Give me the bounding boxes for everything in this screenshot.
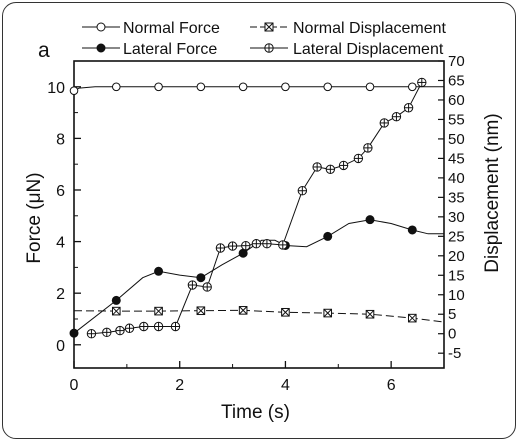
x-axis-label: Time (s) <box>221 402 290 423</box>
lateral-displacement-point <box>312 162 322 172</box>
y-axis-right-label: Displacement (nm) <box>482 113 503 272</box>
normal-force-point <box>154 82 163 92</box>
normal-displacement-point <box>407 313 417 323</box>
lateral-displacement-point <box>187 280 198 290</box>
lateral-displacement-point <box>297 186 308 196</box>
y-right-tick-label: 40 <box>448 170 465 187</box>
legend-lateral-displacement-label: Lateral Displacement <box>293 41 444 58</box>
y-right-tick-label: 15 <box>448 267 465 284</box>
x-tick-label: 0 <box>70 377 79 394</box>
legend-normal-displacement-label: Normal Displacement <box>293 20 446 37</box>
lateral-displacement-point <box>403 103 414 113</box>
legend-lateral-force-marker <box>96 43 106 53</box>
normal-displacement-point <box>196 306 206 316</box>
legend-normal-force-label: Normal Force <box>123 20 220 37</box>
lateral-displacement-point <box>153 321 164 332</box>
plot-area: 0 2 4 60246810-5051015202530354045505560657… <box>47 53 464 394</box>
x-tick-label: 6 <box>387 377 396 394</box>
figure-frame <box>2 2 516 439</box>
normal-force-point <box>365 82 375 92</box>
lateral-force-point <box>407 225 417 235</box>
y-right-tick-label: 55 <box>448 111 465 128</box>
lateral-displacement-point <box>363 143 373 153</box>
normal-force-line <box>73 86 444 92</box>
normal-force-point <box>69 86 79 95</box>
y-right-tick-label: 70 <box>448 53 465 70</box>
normal-displacement-point <box>281 307 290 317</box>
y-left-tick-label: 4 <box>56 235 65 252</box>
lateral-displacement-point <box>241 240 251 251</box>
y-right-tick-label: 30 <box>448 209 465 226</box>
legend-normal-displacement-marker <box>264 22 274 32</box>
x-tick-label: 4 <box>281 377 290 394</box>
y-right-tick-label: 50 <box>448 131 465 148</box>
y-right-tick-label: 10 <box>448 287 465 304</box>
lateral-force-point <box>323 231 333 241</box>
lateral-displacement-point <box>262 239 272 249</box>
normal-displacement-point <box>154 306 163 316</box>
legend-normal-force-marker <box>96 22 106 32</box>
normal-displacement-point <box>365 309 375 319</box>
y-left-tick-label: 10 <box>47 80 65 97</box>
y-right-tick-label: -5 <box>448 345 461 362</box>
lateral-displacement-line <box>91 82 423 335</box>
lateral-displacement-point <box>353 153 364 164</box>
lateral-displacement-point <box>379 118 389 128</box>
normal-force-point <box>281 82 290 92</box>
y-right-tick-label: 5 <box>448 306 456 323</box>
lateral-displacement-point <box>102 327 112 338</box>
y-left-tick-label: 2 <box>56 286 65 303</box>
normal-force-point <box>238 82 248 92</box>
lateral-force-point <box>111 295 121 305</box>
normal-displacement-point <box>111 306 121 316</box>
y-left-tick-label: 8 <box>56 131 65 148</box>
lateral-displacement-point <box>391 112 402 122</box>
y-right-tick-label: 25 <box>448 228 465 245</box>
y-right-tick-label: 60 <box>448 92 465 109</box>
lateral-displacement-point <box>227 241 238 251</box>
lateral-displacement-point <box>139 321 149 332</box>
y-left-tick-label: 6 <box>56 183 65 200</box>
x-tick-label: 2 <box>175 377 184 394</box>
lateral-displacement-point <box>278 240 288 250</box>
lateral-force-point <box>238 248 248 258</box>
lateral-force-point <box>69 328 79 338</box>
lateral-displacement-point <box>202 282 212 292</box>
lateral-displacement-point <box>170 321 181 332</box>
y-right-tick-label: 65 <box>448 72 465 89</box>
lateral-displacement-point <box>325 164 336 175</box>
legend-lateral-displacement-marker <box>264 43 274 53</box>
lateral-displacement-point <box>417 77 427 88</box>
normal-force-point <box>407 82 417 92</box>
normal-force-point <box>196 82 206 92</box>
panel-label: a <box>38 39 50 62</box>
y-axis-left-label: Force (μN) <box>24 172 45 263</box>
lateral-displacement-point <box>86 329 97 339</box>
lateral-force-point <box>365 215 375 225</box>
lateral-force-point <box>154 266 164 276</box>
plot-frame <box>73 60 445 369</box>
normal-displacement-point <box>323 308 333 318</box>
lateral-displacement-point <box>115 325 125 336</box>
y-right-tick-label: 20 <box>448 248 465 265</box>
y-right-tick-label: 35 <box>448 189 465 206</box>
normal-force-point <box>111 82 121 92</box>
normal-force-point <box>323 82 333 92</box>
legend-lateral-force-label: Lateral Force <box>123 41 217 58</box>
lateral-displacement-point <box>338 160 349 171</box>
y-left-tick-label: 0 <box>56 338 65 355</box>
lateral-displacement-point <box>124 323 135 333</box>
lateral-displacement-point <box>215 243 226 253</box>
lateral-displacement-point <box>251 239 262 249</box>
y-right-tick-label: 0 <box>448 326 456 343</box>
legend: Normal Force Lateral Force Normal Displa… <box>82 20 446 58</box>
normal-displacement-line <box>73 309 445 323</box>
y-right-tick-label: 45 <box>448 150 465 167</box>
normal-displacement-point <box>238 306 248 315</box>
lateral-force-point <box>196 273 206 283</box>
